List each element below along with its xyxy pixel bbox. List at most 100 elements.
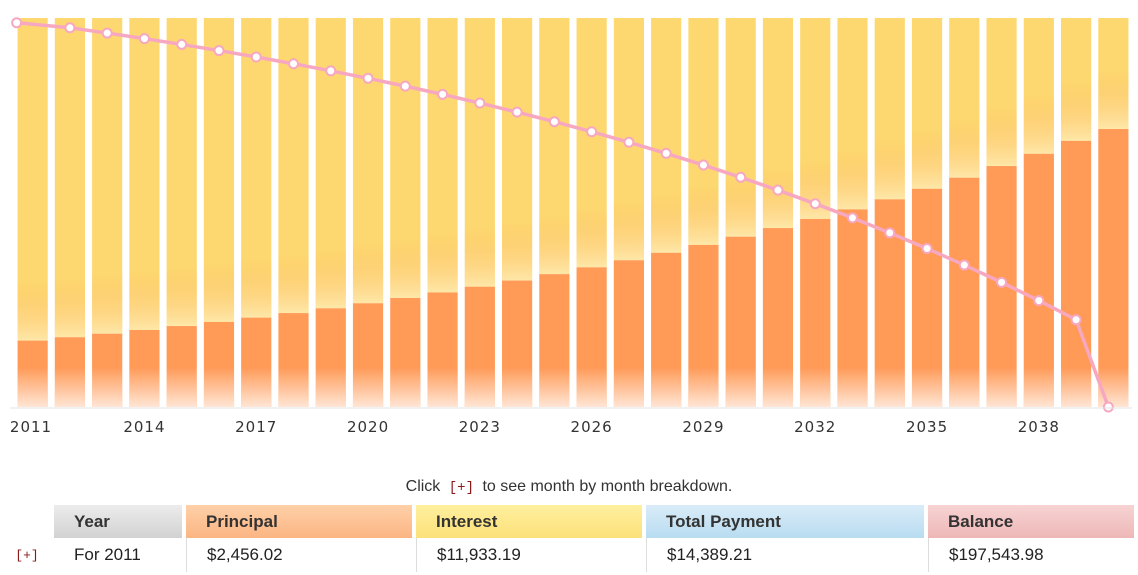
x-tick-label-2032: 2032	[794, 418, 836, 436]
x-tick-label-2017: 2017	[235, 418, 277, 436]
bar-interest-fade-2033	[837, 149, 868, 210]
bar-interest-fade-2014	[129, 269, 160, 330]
bar-interest-fade-2036	[949, 117, 980, 178]
balance-point-2022	[437, 88, 449, 100]
bar-interest-fade-2019	[315, 248, 346, 309]
x-tick-label-2026: 2026	[571, 418, 613, 436]
balance-point-2027	[623, 136, 635, 148]
balance-point-2025	[548, 116, 560, 128]
x-tick-label-2038: 2038	[1018, 418, 1060, 436]
bar-base-fade-2034	[874, 367, 905, 407]
bar-interest-fade-2015	[166, 266, 197, 327]
bar-base-fade-2029	[688, 367, 719, 407]
balance-point-2033	[847, 212, 858, 224]
bar-interest-fade-2023	[464, 226, 495, 287]
header-principal: Principal	[186, 505, 412, 538]
amortization-chart: 2011 2014 2017 2020 2023 2026 2029 2032 2035 2038	[10, 17, 1132, 436]
balance-point-2026	[586, 126, 598, 138]
bar-interest-fade-2029	[688, 184, 719, 245]
amortization-table: Year Principal Interest Total Payment Ba…	[0, 505, 1138, 572]
table-header-row: Year Principal Interest Total Payment Ba…	[4, 505, 1134, 538]
balance-point-2014	[138, 33, 150, 45]
expand-row-button[interactable]: [+]	[15, 547, 39, 563]
bar-base-fade-2027	[613, 367, 644, 407]
note-text-after: to see month by month breakdown.	[482, 478, 733, 495]
bar-base-fade-2035	[911, 367, 943, 407]
note-text-before: Click	[405, 478, 441, 495]
bar-interest-fade-2031	[762, 168, 794, 229]
breakdown-note: Click [+] to see month by month breakdow…	[0, 478, 1138, 496]
balance-point-2012	[64, 22, 76, 34]
x-tick-label-2011: 2011	[10, 418, 52, 436]
balance-point-2013	[101, 27, 113, 39]
bar-interest-fade-2013	[92, 273, 123, 334]
bar-principal-2039	[1061, 140, 1092, 408]
balance-point-2018	[288, 58, 299, 70]
bar-base-fade-2014	[129, 367, 160, 407]
bar-base-fade-2011	[17, 367, 48, 407]
bar-interest-fade-2037	[986, 106, 1017, 167]
x-tick-label-2035: 2035	[906, 418, 948, 436]
bar-base-fade-2033	[837, 367, 868, 407]
bar-base-fade-2023	[464, 367, 495, 407]
cell-principal: $2,456.02	[186, 538, 412, 572]
header-total-payment: Total Payment	[646, 505, 924, 538]
bar-interest-fade-2026	[576, 207, 607, 268]
cell-interest: $11,933.19	[416, 538, 642, 572]
bar-base-fade-2021	[390, 367, 421, 407]
x-tick-label-2014: 2014	[123, 418, 165, 436]
bar-base-fade-2040	[1098, 367, 1129, 407]
bar-base-fade-2020	[352, 367, 384, 407]
balance-point-2028	[660, 147, 672, 159]
bar-base-fade-2036	[949, 367, 980, 407]
x-tick-label-2023: 2023	[459, 418, 501, 436]
balance-point-2023	[474, 97, 486, 109]
balance-point-2037	[996, 276, 1008, 288]
bar-base-fade-2012	[54, 367, 85, 407]
balance-point-2036	[958, 259, 970, 271]
balance-line-layer	[11, 17, 1114, 413]
header-balance: Balance	[928, 505, 1134, 538]
bar-base-fade-2038	[1023, 367, 1054, 407]
bar-base-fade-2016	[203, 367, 235, 407]
bar-base-fade-2018	[278, 367, 309, 407]
balance-point-2039	[1070, 314, 1082, 326]
cell-year: For 2011	[74, 545, 141, 564]
bars-layer	[17, 18, 1129, 408]
bar-interest-fade-2039	[1061, 80, 1092, 141]
cell-balance: $197,543.98	[928, 538, 1134, 572]
balance-point-2035	[921, 243, 933, 255]
bar-interest-fade-2012	[54, 277, 85, 338]
balance-point-2019	[325, 65, 337, 77]
bar-base-fade-2013	[92, 367, 123, 407]
bar-interest-fade-2040	[1098, 69, 1129, 130]
bar-interest-fade-2027	[613, 200, 644, 261]
bar-interest-fade-2018	[278, 253, 309, 314]
bar-base-fade-2030	[725, 367, 756, 407]
bar-base-fade-2032	[800, 367, 831, 407]
balance-point-2017	[250, 51, 262, 63]
note-expand-icon: [+]	[448, 480, 474, 496]
bar-interest-fade-2032	[800, 158, 831, 219]
balance-point-2020	[362, 72, 374, 84]
bar-base-fade-2015	[166, 367, 197, 407]
balance-point-2024	[511, 106, 523, 118]
balance-point-2016	[213, 45, 225, 57]
bar-interest-fade-2035	[911, 128, 943, 189]
balance-point-2040	[1102, 401, 1114, 413]
bar-interest-fade-2022	[427, 232, 458, 293]
balance-line	[16, 21, 1111, 408]
bar-interest-fade-2038	[1023, 93, 1054, 154]
balance-point-2029	[697, 159, 709, 171]
header-year: Year	[54, 505, 182, 538]
bar-interest-fade-2020	[352, 243, 384, 304]
bar-base-fade-2019	[315, 367, 346, 407]
bar-principal-2040	[1098, 129, 1129, 407]
header-expand-spacer	[4, 505, 50, 538]
bar-base-fade-2037	[986, 367, 1017, 407]
bar-interest-fade-2011	[17, 280, 48, 341]
bar-interest-fade-2021	[390, 238, 421, 299]
x-axis: 2011 2014 2017 2020 2023 2026 2029 2032 2035 2038	[10, 407, 1132, 436]
bar-base-fade-2026	[576, 367, 607, 407]
x-tick-label-2029: 2029	[682, 418, 724, 436]
